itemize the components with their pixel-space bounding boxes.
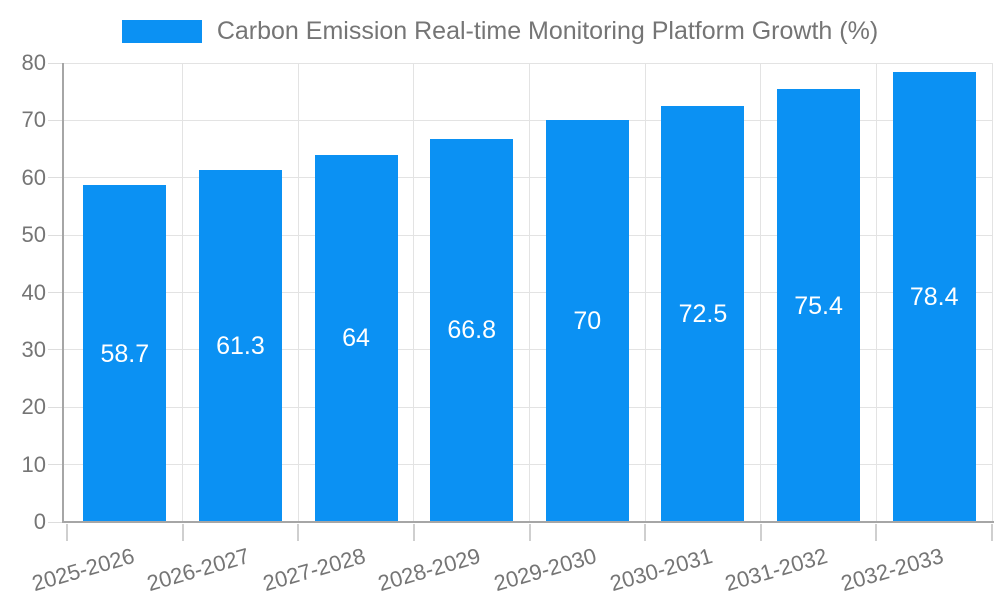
legend[interactable]: Carbon Emission Real-time Monitoring Pla… [0,17,1000,46]
bar[interactable] [314,154,398,522]
bar-value-label: 70 [573,307,602,336]
y-axis-tick [48,234,63,236]
x-gridline [529,63,530,522]
bar[interactable] [545,120,629,522]
x-axis-label: 2026-2027 [144,543,253,597]
y-axis-tick [48,119,63,121]
x-gridline [760,63,762,522]
bar[interactable] [198,170,282,522]
y-gridline [64,234,992,236]
y-axis-label: 60 [21,164,46,190]
y-axis-label: 10 [21,451,46,477]
y-gridline [64,62,992,64]
y-gridline [64,177,992,179]
x-axis-tick [875,524,878,541]
y-gridline [64,406,992,408]
x-axis-tick [181,524,184,541]
x-axis-label: 2028-2029 [375,543,484,597]
bar[interactable] [83,185,167,522]
bar-value-label: 75.4 [794,291,843,320]
x-axis-label: 2032-2033 [838,543,947,597]
x-axis-label: 2027-2028 [259,543,368,597]
y-axis-label: 70 [21,107,46,133]
x-axis-tick [644,524,647,541]
y-axis-tick [48,521,63,523]
y-axis-label: 80 [21,50,46,75]
y-axis-label: 50 [21,222,46,248]
y-axis-tick [48,62,63,64]
y-axis-line [62,63,64,522]
bar[interactable] [661,106,745,522]
bar[interactable] [777,89,861,522]
bar-value-label: 64 [342,324,370,353]
y-axis-label: 40 [21,279,46,305]
x-axis-tick [66,524,68,541]
bar-value-label: 66.8 [447,316,497,345]
y-gridline [64,292,992,293]
y-gridline [64,349,992,351]
x-axis-tick [528,524,531,541]
x-axis-tick [759,524,762,541]
bar-value-label: 61.3 [216,332,265,361]
y-gridline [64,464,992,466]
y-axis-tick [48,177,63,179]
y-axis-tick [48,349,63,351]
x-axis-label: 2030-2031 [606,543,715,597]
chart-title: Carbon Emission Real-time Monitoring Pla… [216,17,879,45]
x-axis-label: 2025-2026 [28,543,137,597]
y-gridline [64,119,992,121]
y-axis-tick [48,464,63,466]
x-gridline [297,63,299,522]
bar-value-label: 78.4 [909,283,959,312]
x-gridline [875,63,877,522]
plot-right-border [991,63,993,522]
y-axis-tick [48,406,63,408]
x-axis-label: 2031-2032 [722,543,831,597]
bar[interactable] [892,72,976,522]
bar-value-label: 72.5 [678,300,728,329]
bar[interactable] [430,138,514,522]
x-axis-label: 2029-2030 [491,543,600,597]
x-axis-tick [412,524,415,541]
x-gridline [182,63,184,522]
x-axis-line [62,521,994,523]
x-gridline [413,63,415,522]
x-axis-tick [297,524,300,541]
bar-value-label: 58.7 [100,339,150,368]
y-axis-label: 0 [33,509,46,534]
y-axis-label: 20 [21,394,46,420]
y-axis-label: 30 [21,336,46,362]
x-axis-tick [991,524,993,541]
legend-swatch [121,20,202,43]
y-axis-tick [48,292,63,293]
x-gridline [644,63,646,522]
